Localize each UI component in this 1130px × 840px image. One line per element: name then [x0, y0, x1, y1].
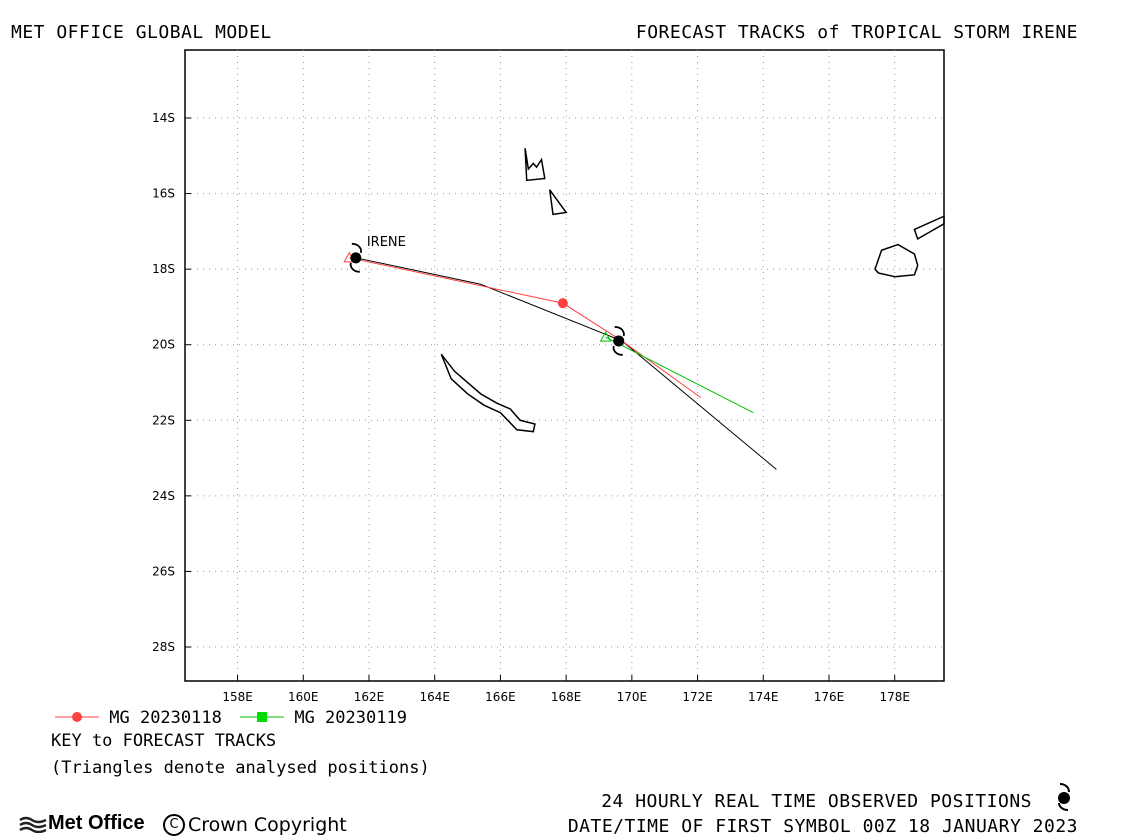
- lat-tick-label: 14S: [152, 111, 175, 125]
- copyright-icon: C: [163, 814, 185, 836]
- storm-symbol: [612, 326, 625, 356]
- lat-tick-label: 18S: [152, 262, 175, 276]
- lon-tick-label: 160E: [288, 690, 319, 704]
- land-outline: [913, 215, 945, 241]
- footer-observed-positions: 24 HOURLY REAL TIME OBSERVED POSITIONS: [601, 791, 1032, 812]
- legend-swatch-green: [240, 712, 285, 722]
- header-right-title: FORECAST TRACKS of TROPICAL STORM IRENE: [635, 22, 1078, 43]
- footer-first-symbol: DATE/TIME OF FIRST SYMBOL 00Z 18 JANUARY…: [567, 816, 1078, 837]
- legend-label-mg-20230118: MG 20230118: [109, 708, 222, 728]
- met-office-logo-text: Met Office: [48, 812, 145, 834]
- land-outline: [524, 148, 546, 182]
- lat-tick-label: 22S: [152, 413, 175, 427]
- lon-tick-label: 166E: [485, 690, 516, 704]
- lat-tick-label: 20S: [152, 338, 175, 352]
- forecast-position-marker: [557, 298, 568, 309]
- land-outline: [548, 189, 568, 216]
- legend-swatch-red: [55, 712, 99, 722]
- legend-row: MG 20230118 MG 20230119: [55, 708, 407, 728]
- met-office-logo-icon: [19, 816, 47, 833]
- storm-symbol-icon: [1058, 783, 1070, 811]
- lon-tick-label: 172E: [682, 690, 713, 704]
- lon-tick-label: 162E: [354, 690, 385, 704]
- storm-symbol-core: [613, 335, 625, 347]
- legend-label-mg-20230119: MG 20230119: [294, 708, 407, 728]
- lat-tick-label: 26S: [152, 564, 175, 578]
- storm-tracks: [343, 242, 777, 470]
- forecast-track-line: [349, 257, 702, 399]
- lon-tick-label: 176E: [814, 690, 845, 704]
- graticule: [185, 50, 944, 681]
- storm-symbol-arm: [614, 326, 625, 337]
- lon-tick-label: 158E: [222, 690, 253, 704]
- land-outlines: [440, 148, 945, 433]
- legend-key-title: KEY to FORECAST TRACKS: [51, 731, 277, 751]
- lat-tick-label: 16S: [152, 187, 175, 201]
- lat-tick-label: 28S: [152, 640, 175, 654]
- land-outline: [874, 243, 919, 278]
- lon-tick-label: 174E: [748, 690, 779, 704]
- storm-symbol: [349, 242, 362, 273]
- observed-track-line: [355, 257, 777, 470]
- lon-tick-label: 170E: [617, 690, 648, 704]
- storm-name-label: IRENE: [367, 235, 406, 250]
- map-axes: 158E 160E 162E 164E 166E 168E 170E 172E 174E 176E…: [152, 111, 910, 704]
- lon-tick-label: 164E: [419, 690, 450, 704]
- forecast-track-line: [605, 336, 754, 414]
- copyright-notice: C Crown Copyright: [163, 814, 347, 836]
- lat-tick-label: 24S: [152, 489, 175, 503]
- map-frame: [184, 49, 945, 682]
- storm-symbol-arm: [612, 345, 623, 356]
- land-outline: [440, 353, 536, 433]
- storm-symbol-arm: [349, 262, 360, 273]
- lon-tick-label: 168E: [551, 690, 582, 704]
- storm-symbol-core: [350, 252, 362, 264]
- legend-note: (Triangles denote analysed positions): [51, 758, 430, 778]
- lon-tick-label: 178E: [879, 690, 910, 704]
- storm-symbol-arm: [351, 242, 362, 254]
- header-left-title: MET OFFICE GLOBAL MODEL: [11, 22, 272, 43]
- copyright-text: Crown Copyright: [188, 814, 347, 836]
- met-office-logo: Met Office: [18, 812, 145, 835]
- analysed-position-triangle: [599, 331, 612, 342]
